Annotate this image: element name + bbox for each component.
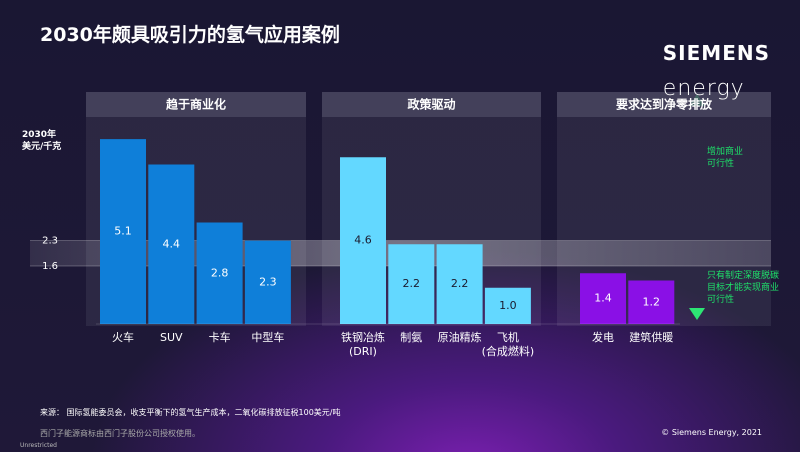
logo-line: SIEMENS bbox=[662, 41, 770, 65]
value-label: 2.3 bbox=[259, 275, 277, 288]
x-tick-label: 建筑供暖 bbox=[629, 331, 674, 344]
value-label: 2.2 bbox=[451, 277, 469, 290]
annotation: 增加商业 可行性 bbox=[707, 147, 744, 169]
x-tick-label: 铁钢冶炼 (DRI) bbox=[341, 331, 385, 358]
arrow-head bbox=[689, 308, 705, 320]
group-header: 趋于商业化 bbox=[166, 97, 226, 112]
bar bbox=[244, 240, 291, 324]
x-tick-label: 飞机 (合成燃料) bbox=[481, 331, 535, 358]
annotation: 只有制定深度脱碳 目标才能实现商业 可行性 bbox=[707, 271, 780, 305]
value-label: 2.2 bbox=[403, 277, 421, 290]
x-tick-label: 制氨 bbox=[400, 331, 423, 344]
group-header: 政策驱动 bbox=[407, 97, 455, 112]
group-header: 要求达到净零排放 bbox=[616, 97, 713, 112]
value-label: 5.1 bbox=[114, 225, 132, 238]
copyright: © Siemens Energy, 2021 bbox=[661, 428, 762, 437]
bar bbox=[148, 164, 195, 324]
value-label: 4.6 bbox=[354, 234, 372, 247]
bar bbox=[100, 139, 146, 324]
value-label: 2.8 bbox=[211, 266, 229, 279]
x-tick-label: SUV bbox=[160, 331, 183, 344]
classification: Unrestricted bbox=[20, 442, 57, 449]
bar bbox=[196, 222, 243, 324]
value-label: 1.0 bbox=[499, 299, 517, 312]
group-header-bg bbox=[86, 92, 306, 117]
source: 来源： 国际氢能委员会，收支平衡下的氢气生产成本，二氧化碳排放征税100美元/吨 bbox=[40, 408, 341, 417]
x-tick-label: 原油精炼 bbox=[437, 331, 482, 344]
bar bbox=[580, 273, 626, 324]
x-tick-label: 发电 bbox=[592, 331, 614, 344]
y-axis-label: 2030年 美元/千克 bbox=[22, 130, 62, 152]
x-tick-label: 火车 bbox=[112, 331, 134, 344]
bar bbox=[388, 244, 435, 324]
bar bbox=[628, 280, 675, 324]
group-header-bg bbox=[557, 92, 771, 117]
group-header-bg bbox=[322, 92, 541, 117]
logo-line: energy bbox=[662, 76, 745, 101]
bar bbox=[436, 244, 483, 324]
bar bbox=[340, 157, 386, 324]
x-tick-label: 中型车 bbox=[251, 331, 285, 344]
y-tick-label: 1.6 bbox=[42, 261, 58, 272]
value-label: 1.2 bbox=[643, 295, 661, 308]
value-label: 4.4 bbox=[163, 237, 181, 250]
x-tick-label: 卡车 bbox=[208, 331, 231, 344]
title: 2030年颇具吸引力的氢气应用案例 bbox=[40, 24, 340, 46]
bar bbox=[484, 287, 531, 324]
trademark: 西门子能源商标由西门子股份公司授权使用。 bbox=[40, 429, 200, 438]
value-label: 1.4 bbox=[594, 292, 612, 305]
logo: SIEMENS energy bbox=[663, 26, 770, 116]
chart-body: 趋于商业化 政策驱动 要求达到净零排放 1.6 2.3 5.1 4.4 2.8 2.3 4.6 2.… bbox=[30, 92, 771, 326]
y-tick-label: 2.3 bbox=[42, 236, 58, 247]
